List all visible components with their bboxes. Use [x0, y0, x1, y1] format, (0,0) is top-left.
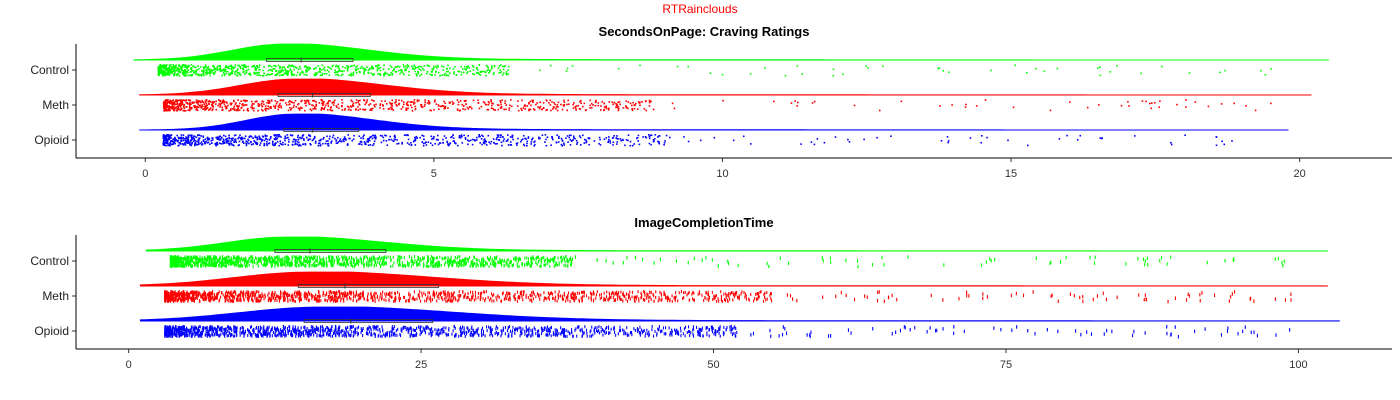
- x-tick-label: 10: [716, 168, 728, 180]
- x-tick-label: 75: [1000, 359, 1012, 371]
- box-iqr: [274, 249, 387, 253]
- series-meth: [139, 271, 1329, 304]
- series-control: [133, 43, 1329, 77]
- box-iqr: [303, 319, 434, 323]
- series-opioid: [139, 113, 1289, 147]
- x-tick-label: 20: [1294, 168, 1306, 180]
- figure-supertitle: RTRainclouds: [662, 2, 738, 16]
- category-label: Control: [30, 63, 69, 77]
- x-tick-label: 0: [142, 168, 148, 180]
- chart-panel-1: SecondsOnPage: Craving Ratings Control Met…: [30, 24, 1392, 180]
- category-label: Meth: [42, 98, 69, 112]
- box-iqr: [266, 58, 354, 62]
- x-tick-label: 5: [431, 168, 437, 180]
- x-tick-label: 0: [126, 359, 132, 371]
- rain-points: [164, 290, 1292, 304]
- series-opioid: [139, 306, 1340, 339]
- category-label: Opioid: [34, 324, 69, 338]
- box-iqr: [297, 284, 440, 288]
- chart-panel-2: ImageCompletionTime Control Meth Opioid 0 25 5…: [30, 215, 1392, 371]
- cloud-density: [133, 43, 1329, 61]
- x-tick-label: 100: [1289, 359, 1307, 371]
- cloud-density: [145, 236, 1329, 252]
- cloud-density: [139, 78, 1312, 96]
- cloud-density: [139, 271, 1329, 287]
- x-tick-label: 50: [707, 359, 719, 371]
- box-iqr: [277, 93, 371, 97]
- chart-title: SecondsOnPage: Craving Ratings: [599, 24, 810, 39]
- rain-points: [157, 64, 1272, 77]
- chart-title: ImageCompletionTime: [634, 215, 773, 230]
- rain-points: [162, 134, 1233, 147]
- rain-points: [169, 255, 1285, 269]
- series-meth: [139, 78, 1312, 112]
- x-tick-label: 15: [1005, 168, 1017, 180]
- category-label: Meth: [42, 289, 69, 303]
- series-control: [145, 236, 1329, 269]
- cloud-density: [139, 113, 1289, 131]
- x-tick-label: 25: [415, 359, 427, 371]
- cloud-density: [139, 306, 1340, 322]
- box-iqr: [283, 128, 360, 132]
- rain-points: [162, 99, 1272, 112]
- category-label: Control: [30, 254, 69, 268]
- rain-points: [164, 325, 1291, 339]
- category-label: Opioid: [34, 133, 69, 147]
